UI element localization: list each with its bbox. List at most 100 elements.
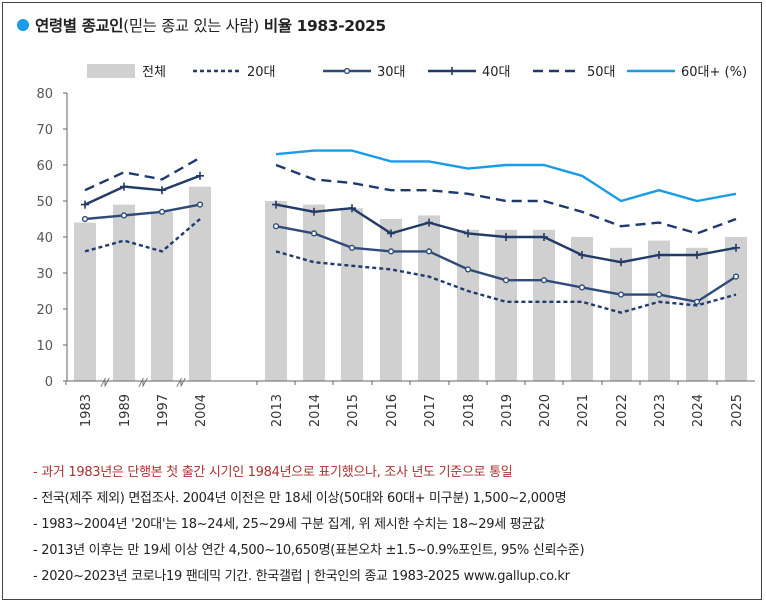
series-point-30대 [693, 298, 701, 305]
legend-label-40대: 40대 [482, 65, 511, 80]
bar-2025 [725, 237, 747, 381]
legend-marker-30대 [343, 67, 351, 75]
axis-break-mark: // [138, 376, 148, 389]
bar-2016 [380, 219, 402, 381]
series-line-20대 [275, 250, 737, 314]
x-tick-label-2024: 2024 [691, 394, 706, 427]
title-paren: (믿는 종교 있는 사람) [123, 17, 259, 35]
x-tick-label-2021: 2021 [576, 394, 591, 427]
x-tick-label-1989: 1989 [118, 394, 133, 427]
y-tick-label: 70 [36, 123, 53, 138]
series-line-20대 [84, 218, 201, 253]
bar-2017 [418, 215, 440, 381]
series-point-30대 [540, 277, 548, 284]
bar-1989 [113, 204, 135, 381]
bar-2013 [265, 201, 287, 381]
series-point-30대 [732, 273, 740, 280]
x-tick-label-1983: 1983 [79, 394, 94, 427]
series-point-30대 [425, 248, 433, 255]
series-line-40대 [84, 174, 201, 206]
bar-2023 [648, 240, 670, 381]
series-point-40대 [120, 182, 128, 191]
y-tick-label: 30 [36, 267, 53, 282]
y-tick-label: 50 [36, 195, 53, 210]
legend-label-50대: 50대 [587, 65, 616, 80]
series-point-40대 [387, 229, 395, 238]
axis-break-mark: // [100, 376, 110, 389]
series-point-40대 [158, 186, 166, 195]
y-tick-label: 20 [36, 303, 53, 318]
bar-2020 [533, 229, 555, 381]
x-tick-label-2013: 2013 [270, 394, 285, 427]
x-tick-label-2014: 2014 [308, 394, 323, 427]
series-point-40대 [732, 243, 740, 252]
legend-label-20대: 20대 [247, 65, 276, 80]
bar-1983 [74, 222, 96, 381]
legend-marker-40대 [448, 67, 456, 75]
series-point-30대 [578, 284, 586, 291]
x-tick-label-2017: 2017 [423, 394, 438, 427]
series-point-40대 [196, 171, 204, 180]
bar-2018 [457, 229, 479, 381]
series-point-30대 [464, 266, 472, 273]
series-point-40대 [272, 200, 280, 209]
x-tick-label-2025: 2025 [730, 394, 745, 427]
axis-break-mark: // [176, 376, 186, 389]
series-line-50대 [275, 163, 737, 235]
chart-title-text: 연령별 종교인(믿는 종교 있는 사람) 비율 1983-2025 [35, 14, 386, 36]
series-point-30대 [120, 212, 128, 219]
legend-label-60대+ (%): 60대+ (%) [681, 65, 747, 80]
x-tick-label-2004: 2004 [194, 394, 209, 427]
series-point-30대 [617, 291, 625, 298]
series-point-40대 [655, 251, 663, 259]
bar-2022 [610, 247, 632, 381]
x-tick-label-2020: 2020 [538, 394, 553, 427]
x-tick-label-2019: 2019 [500, 394, 515, 427]
footnote-3: - 1983~2004년 '20대'는 18~24세, 25~29세 구분 집계… [33, 517, 545, 532]
series-point-30대 [348, 244, 356, 251]
legend-label-30대: 30대 [377, 65, 406, 80]
series-point-30대 [502, 277, 510, 284]
bar-2014 [303, 204, 325, 381]
series-point-40대 [425, 218, 433, 227]
title-bold: 연령별 종교인 [35, 17, 124, 35]
series-point-30대 [272, 223, 280, 230]
series-point-30대 [158, 208, 166, 215]
series-point-40대 [502, 233, 510, 241]
footnote-4: - 2013년 이후는 만 19세 이상 연간 4,500~10,650명(표본… [33, 543, 585, 558]
bar-2021 [571, 237, 593, 381]
y-tick-label: 10 [36, 339, 53, 354]
series-point-40대 [81, 200, 89, 209]
x-tick-label-2015: 2015 [346, 394, 361, 427]
x-tick-label-1997: 1997 [156, 394, 171, 427]
series-point-40대 [348, 204, 356, 213]
series-point-30대 [310, 230, 318, 237]
series-point-40대 [464, 229, 472, 238]
series-point-30대 [81, 215, 89, 223]
footnotes: - 과거 1983년은 단행본 첫 출간 시기인 1984년으로 표기했으나, … [33, 460, 585, 590]
series-point-30대 [387, 248, 395, 255]
x-tick-label-2023: 2023 [653, 394, 668, 427]
series-point-40대 [540, 233, 548, 241]
bar-2019 [495, 229, 517, 381]
title-tail: 비율 1983-2025 [258, 17, 386, 35]
series-line-50대 [84, 156, 201, 192]
y-tick-label: 60 [36, 159, 53, 174]
footnote-2: - 전국(제주 제외) 면접조사. 2004년 이전은 만 18세 이상(50대… [33, 491, 567, 506]
series-line-60대+ (%) [275, 149, 737, 203]
series-point-40대 [693, 251, 701, 259]
x-tick-label-2018: 2018 [462, 394, 477, 427]
x-tick-label-2022: 2022 [615, 394, 630, 427]
series-point-30대 [655, 291, 663, 298]
x-tick-label-2016: 2016 [385, 394, 400, 427]
chart-plot: 0 10 20 30 40 50 60 70 80 // // // 1983 1989 1997 2004 2… [36, 64, 755, 427]
bar-2024 [686, 247, 708, 381]
legend-swatch-전체 [87, 64, 135, 78]
footnote-5: - 2020~2023년 코로나19 팬데믹 기간. 한국갤럽 | 한국인의 종… [33, 569, 570, 584]
y-tick-label: 40 [36, 231, 53, 246]
legend-label-전체: 전체 [142, 65, 166, 80]
bar-2015 [341, 208, 363, 381]
y-tick-label: 80 [36, 87, 53, 102]
y-tick-label: 0 [45, 375, 53, 390]
